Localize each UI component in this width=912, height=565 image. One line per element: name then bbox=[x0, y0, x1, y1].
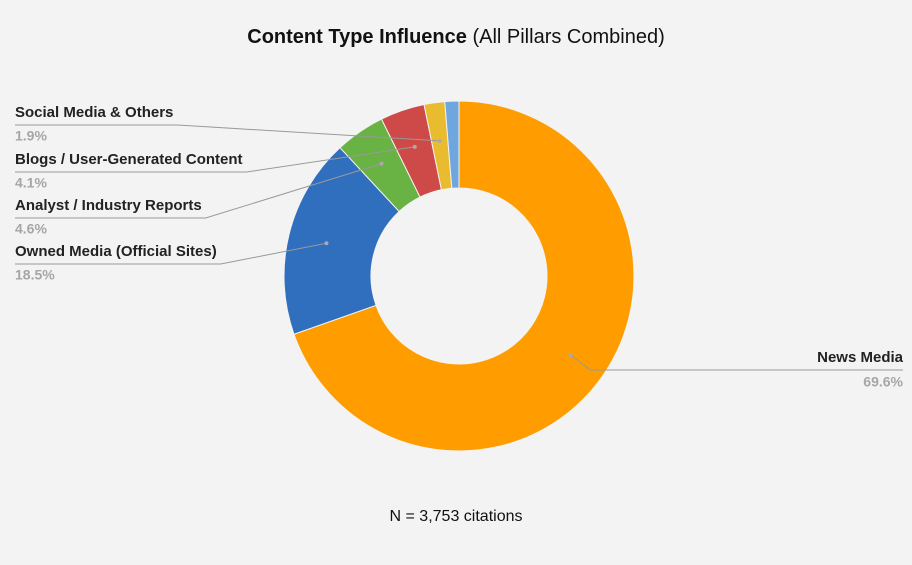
slice-value-label: 4.6% bbox=[15, 221, 47, 237]
slice bbox=[293, 100, 635, 452]
slice bbox=[444, 100, 460, 189]
slice-label: Owned Media (Official Sites) bbox=[15, 243, 217, 260]
slice-label: Blogs / User-Generated Content bbox=[15, 151, 243, 168]
slice-value-label: 69.6% bbox=[863, 374, 903, 390]
slice-label: Analyst / Industry Reports bbox=[15, 197, 202, 214]
slice-value-label: 18.5% bbox=[15, 267, 55, 283]
leader-line bbox=[15, 163, 382, 219]
leader-dot bbox=[324, 241, 329, 246]
subtitle: (All Pillars Combined) bbox=[472, 26, 664, 48]
slice-label: News Media bbox=[817, 349, 904, 366]
chart-title: Content Type Influence (All Pillars Comb… bbox=[247, 26, 664, 48]
leader-dot bbox=[437, 138, 442, 143]
leader-dot bbox=[568, 352, 573, 357]
leader-line bbox=[15, 146, 415, 173]
slice-value-label: 4.1% bbox=[15, 175, 47, 191]
leader-dot bbox=[412, 144, 417, 149]
slice bbox=[283, 146, 400, 335]
leader-dot bbox=[379, 161, 384, 166]
title: Content Type Influence bbox=[247, 26, 467, 48]
slice-label: Social Media & Others bbox=[15, 104, 173, 121]
slice-value-label: 1.9% bbox=[15, 128, 47, 144]
leader-line bbox=[15, 242, 327, 265]
leader-line bbox=[15, 124, 440, 142]
footnote: N = 3,753 citations bbox=[390, 508, 523, 525]
leader-line bbox=[570, 354, 903, 371]
